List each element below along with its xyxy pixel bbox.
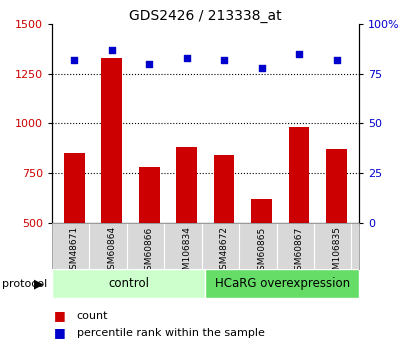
- Text: GSM106835: GSM106835: [332, 226, 341, 281]
- Bar: [139, 167, 159, 223]
- Text: GSM48672: GSM48672: [220, 226, 229, 275]
- Bar: [64, 153, 85, 223]
- Bar: [205, 269, 359, 298]
- Text: GSM48671: GSM48671: [70, 226, 79, 275]
- Text: count: count: [77, 311, 108, 321]
- Title: GDS2426 / 213338_at: GDS2426 / 213338_at: [129, 9, 282, 23]
- Bar: [52, 269, 205, 298]
- Text: GSM60866: GSM60866: [145, 226, 154, 276]
- Text: GSM60864: GSM60864: [107, 226, 116, 275]
- Text: GSM60867: GSM60867: [295, 226, 303, 276]
- Text: percentile rank within the sample: percentile rank within the sample: [77, 328, 265, 338]
- Point: [258, 65, 265, 71]
- Point: [146, 61, 153, 67]
- Text: ▶: ▶: [34, 277, 44, 290]
- Text: GSM106834: GSM106834: [182, 226, 191, 281]
- Bar: [251, 199, 272, 223]
- Text: ■: ■: [54, 309, 66, 322]
- Point: [183, 55, 190, 61]
- Text: HCaRG overexpression: HCaRG overexpression: [215, 277, 350, 290]
- Point: [71, 57, 78, 63]
- Point: [296, 51, 303, 57]
- Point: [221, 57, 227, 63]
- Text: GSM60865: GSM60865: [257, 226, 266, 276]
- Bar: [326, 149, 347, 223]
- Text: control: control: [108, 277, 149, 290]
- Point: [108, 47, 115, 53]
- Bar: [289, 127, 309, 223]
- Text: protocol: protocol: [2, 279, 47, 288]
- Bar: [214, 155, 234, 223]
- Text: ■: ■: [54, 326, 66, 339]
- Bar: [176, 147, 197, 223]
- Point: [333, 57, 340, 63]
- Bar: [102, 58, 122, 223]
